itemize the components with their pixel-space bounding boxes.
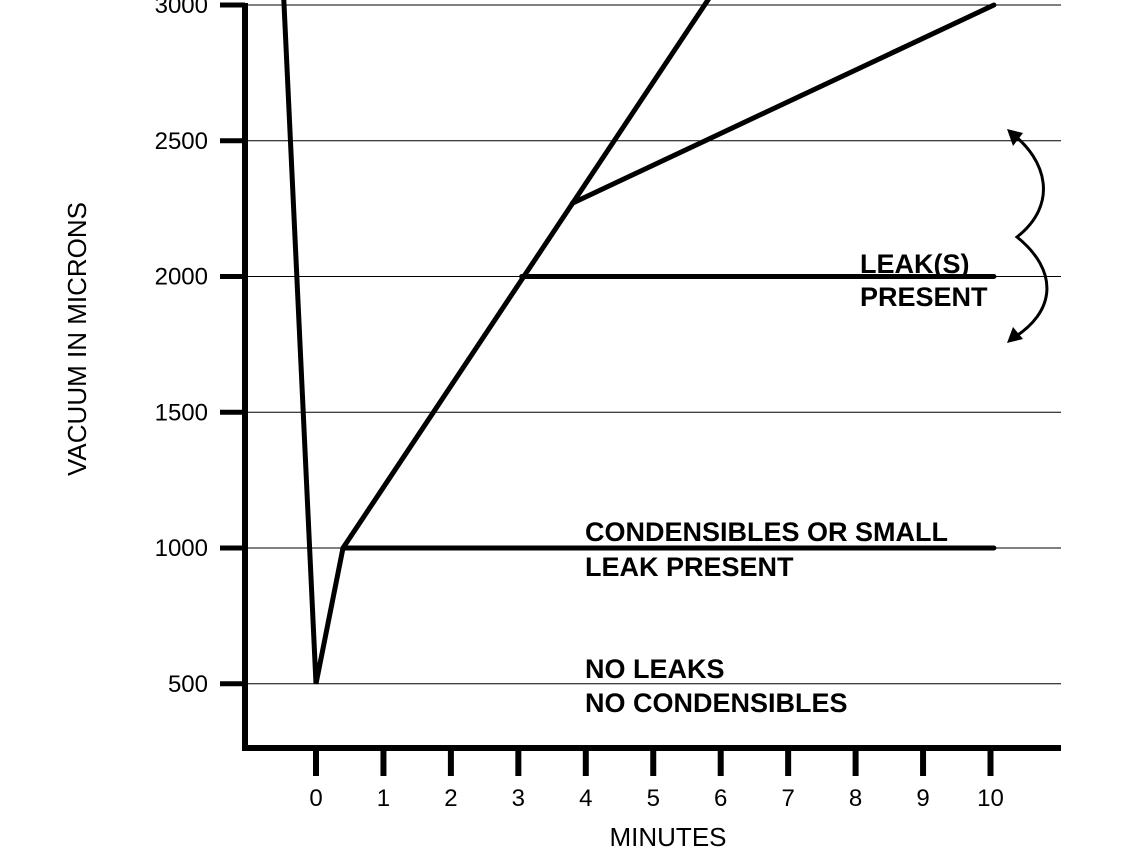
annotation-condensibles: CONDENSIBLES OR SMALL LEAK PRESENT bbox=[585, 517, 955, 582]
annotation-condensibles-line2: LEAK PRESENT bbox=[585, 552, 794, 582]
x-tick-label-6: 6 bbox=[714, 785, 727, 812]
y-tick-label-1000: 1000 bbox=[155, 535, 208, 562]
x-tick-label-5: 5 bbox=[647, 785, 660, 812]
y-tick-label-1500: 1500 bbox=[155, 399, 208, 426]
annotation-leaks-present-line2: PRESENT bbox=[860, 282, 988, 312]
x-tick-label-8: 8 bbox=[849, 785, 862, 812]
axes bbox=[242, 3, 1061, 751]
y-tick-label-2000: 2000 bbox=[155, 264, 208, 291]
annotation-no-leaks-line1: NO LEAKS bbox=[585, 654, 725, 684]
x-tick-label-1: 1 bbox=[377, 785, 390, 812]
annotation-leaks-present: LEAK(S) PRESENT bbox=[860, 249, 988, 312]
bracket-arrowhead-top bbox=[1007, 129, 1023, 146]
y-tick-label-2500: 2500 bbox=[155, 128, 208, 155]
x-tick-label-0: 0 bbox=[309, 785, 322, 812]
annotation-no-leaks-line2: NO CONDENSIBLES bbox=[585, 688, 848, 718]
series-line-2 bbox=[569, 2, 997, 206]
annotation-leaks-present-line1: LEAK(S) bbox=[860, 249, 970, 279]
x-tick-label-9: 9 bbox=[916, 785, 929, 812]
x-tick-label-10: 10 bbox=[977, 785, 1004, 812]
series-line-1 bbox=[281, 0, 711, 685]
annotation-condensibles-line1: CONDENSIBLES OR SMALL bbox=[585, 517, 948, 547]
bracket-arrowhead-bottom bbox=[1007, 327, 1023, 343]
y-tick-label-500: 500 bbox=[168, 671, 208, 698]
curly-bracket-arrow bbox=[1009, 130, 1049, 342]
y-axis-title: VACUUM IN MICRONS bbox=[62, 202, 92, 476]
x-tick-label-3: 3 bbox=[512, 785, 525, 812]
x-tick-label-7: 7 bbox=[781, 785, 794, 812]
annotation-no-leaks: NO LEAKS NO CONDENSIBLES bbox=[585, 654, 848, 718]
x-axis-title: MINUTES bbox=[610, 822, 727, 852]
y-tick-label-3000: 3000 bbox=[155, 0, 208, 19]
x-tick-label-2: 2 bbox=[444, 785, 457, 812]
leak-bracket bbox=[1007, 129, 1049, 343]
ticks: 5001000150020002500300035004000450050000… bbox=[155, 0, 1004, 812]
x-tick-label-4: 4 bbox=[579, 785, 592, 812]
series-lines bbox=[281, 0, 997, 685]
